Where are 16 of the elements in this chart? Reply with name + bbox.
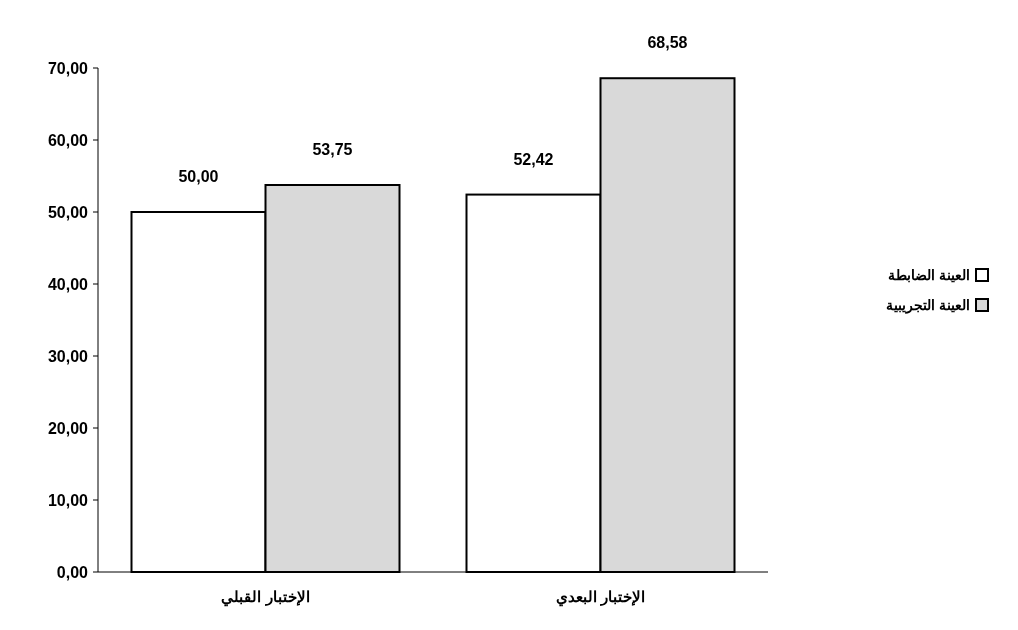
data-label: 52,42 (513, 150, 554, 168)
legend-label: العينة الضابطة (888, 266, 970, 283)
x-tick-label: الإختبار البعدي (555, 588, 646, 607)
y-tick-label: 60,00 (47, 131, 89, 149)
x-tick-label: الإختبار القبلي (221, 588, 310, 607)
y-tick-label: 10,00 (47, 491, 89, 509)
legend-label: العينة التجريبية (886, 296, 970, 314)
y-tick-label: 20,00 (47, 419, 89, 437)
y-tick-label: 30,00 (47, 347, 89, 365)
y-tick-label: 0,00 (56, 563, 89, 581)
y-tick-label: 50,00 (47, 203, 89, 221)
y-tick-label: 40,00 (47, 275, 89, 293)
data-label: 50,00 (178, 168, 219, 185)
data-label: 68,58 (647, 34, 688, 52)
y-tick-label: 70,00 (47, 59, 89, 77)
data-label: 53,75 (312, 141, 353, 158)
